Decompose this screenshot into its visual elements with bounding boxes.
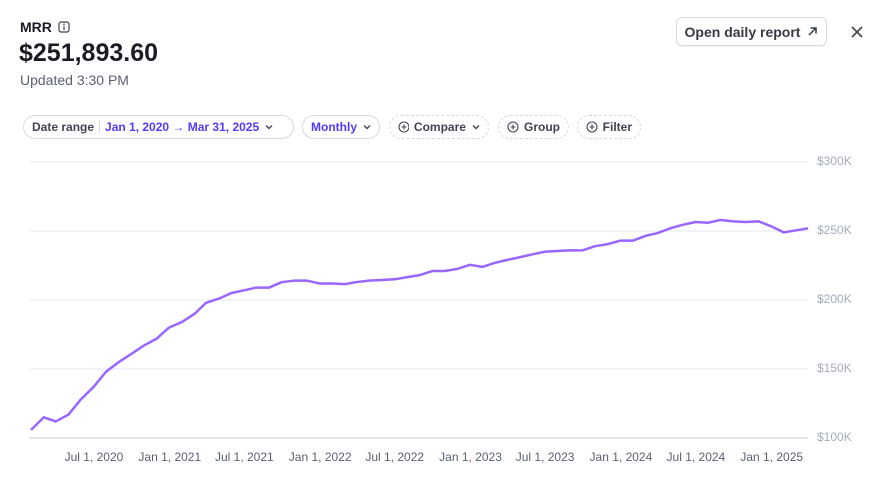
button-label: Open daily report [684,23,801,40]
filter-label: Filter [602,120,632,134]
date-range-filter[interactable]: Date range Jan 1, 2020 → Mar 31, 2025 [23,115,294,139]
chevron [363,125,371,130]
filter-value: Monthly [311,120,357,134]
plus-icon [398,121,409,133]
y-tick-label: $250K [817,223,852,237]
filter-label: Group [524,120,560,134]
x-tick-label: Jul 1, 2024 [667,450,726,464]
x-tick-label: Jan 1, 2022 [289,450,352,464]
chart: $100K $150K $200K $250K $300K Jul 1, 2020 Jan … [30,154,852,464]
x-tick-label: Jul 1, 2021 [215,450,274,464]
y-tick-label: $100K [817,430,852,444]
x-tick-label: Jan 1, 2025 [740,450,803,464]
info-icon[interactable] [58,21,70,33]
chevron [472,125,480,130]
filter-value: Jan 1, 2020 → Mar 31, 2025 [105,120,260,134]
open-report-button[interactable]: Open daily report [676,17,827,46]
group-filter[interactable]: Group [498,115,569,139]
x-tick-label: Jan 1, 2021 [138,450,201,464]
x-tick-label: Jul 1, 2022 [365,450,424,464]
x-tick-label: Jan 1, 2024 [590,450,653,464]
chevron [265,125,273,130]
updated-time: Updated 3:30 PM [20,72,129,88]
y-tick-label: $200K [817,292,852,306]
x-tick-label: Jan 1, 2023 [439,450,502,464]
metric-value: $251,893.60 [19,39,159,67]
y-tick-label: $300K [817,154,852,168]
interval-filter[interactable]: Monthly [302,115,380,139]
filter-button[interactable]: Filter [577,115,641,139]
compare-filter[interactable]: Compare [389,115,489,139]
divider [99,121,101,133]
close-button[interactable] [851,26,863,38]
title: MRR [20,19,52,35]
filter-label: Compare [413,120,466,134]
y-tick-label: $150K [817,361,852,375]
plus-icon [507,121,519,133]
arrow-icon [808,27,818,36]
x-tick-label: Jul 1, 2020 [65,450,124,464]
plus-icon [586,121,598,133]
filter-label: Date range [32,120,95,134]
x-tick-label: Jul 1, 2023 [516,450,575,464]
mrr-line [30,218,809,431]
